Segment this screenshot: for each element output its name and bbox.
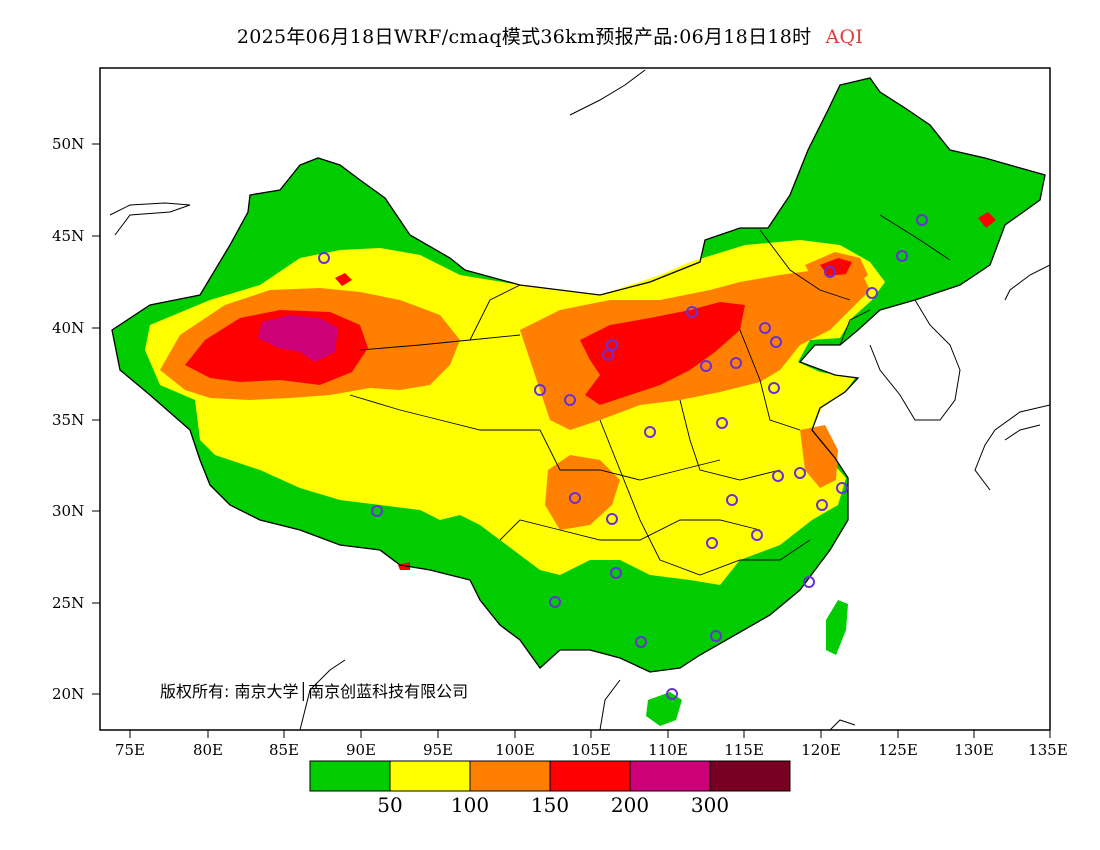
lat-tick-label: 30N (52, 502, 84, 520)
lat-tick-label: 45N (52, 227, 84, 245)
station-marker (534, 384, 546, 396)
colorbar-label: 150 (531, 793, 569, 817)
lat-tick-label: 25N (52, 594, 84, 612)
lat-axis: 50N 45N 40N 35N 30N 25N 20N (52, 135, 100, 703)
colorbar: 50 100 150 200 300 (309, 760, 791, 817)
station-marker (730, 357, 742, 369)
station-marker (726, 494, 738, 506)
station-marker (759, 322, 771, 334)
lat-tick-label: 35N (52, 411, 84, 429)
station-marker (635, 636, 647, 648)
station-marker (706, 537, 718, 549)
lon-tick-label: 100E (495, 741, 535, 759)
colorbar-label: 300 (691, 793, 729, 817)
colorbar-swatch-sensitive (469, 760, 551, 792)
lat-tick-label: 40N (52, 319, 84, 337)
station-marker (824, 266, 836, 278)
aqi-unhealthy-spot-1 (335, 273, 352, 286)
lat-tick-label: 20N (52, 685, 84, 703)
station-marker (700, 360, 712, 372)
station-marker (772, 470, 784, 482)
lon-axis: 75E 80E 85E 90E 95E 100E 105E 110E 115E … (115, 730, 1068, 759)
title-variable: AQI (825, 26, 864, 48)
aqi-very-unhealthy-taklamakan (258, 315, 338, 362)
station-marker (836, 482, 848, 494)
lon-tick-label: 125E (878, 741, 918, 759)
station-marker (686, 306, 698, 318)
lon-tick-label: 90E (346, 741, 376, 759)
station-marker (770, 336, 782, 348)
aqi-sensitive-sichuan (545, 455, 620, 530)
colorbar-swatch-good (309, 760, 391, 792)
coastline-japan (974, 264, 1050, 491)
lon-tick-label: 115E (724, 741, 764, 759)
station-marker (710, 630, 722, 642)
station-marker (569, 492, 581, 504)
aqi-unhealthy-spot-2 (978, 212, 996, 228)
colorbar-swatch-unhealthy (549, 760, 631, 792)
lon-tick-label: 135E (1028, 741, 1068, 759)
colorbar-swatch-moderate (389, 760, 471, 792)
station-marker (549, 596, 561, 608)
station-marker (768, 382, 780, 394)
colorbar-label: 200 (611, 793, 649, 817)
aqi-unhealthy-north (580, 302, 745, 405)
lon-tick-label: 75E (115, 741, 145, 759)
lon-tick-label: 80E (193, 741, 223, 759)
china-border-outline (111, 77, 1046, 673)
coastline-russia-north (109, 69, 646, 236)
lon-tick-label: 110E (648, 741, 688, 759)
station-marker (896, 250, 908, 262)
province-borders (349, 214, 951, 576)
station-marker (644, 426, 656, 438)
station-marker (602, 349, 614, 361)
lon-tick-label: 130E (954, 741, 994, 759)
station-marker (610, 567, 622, 579)
colorbar-label: 50 (377, 793, 402, 817)
station-marker (751, 529, 763, 541)
station-marker (794, 467, 806, 479)
coastline-south (299, 659, 856, 730)
title-main: 2025年06月18日WRF/cmaq模式36km预报产品:06月18日18时 (236, 26, 812, 48)
map-title: 2025年06月18日WRF/cmaq模式36km预报产品:06月18日18时 A… (0, 22, 1100, 49)
station-marker (816, 499, 828, 511)
aqi-unhealthy-ne (820, 258, 852, 276)
lon-tick-label: 105E (571, 741, 611, 759)
station-markers (318, 214, 928, 700)
colorbar-label: 100 (451, 793, 489, 817)
station-marker (318, 252, 330, 264)
station-marker (606, 339, 618, 351)
coastline-korea (869, 299, 961, 421)
station-marker (606, 513, 618, 525)
station-marker (916, 214, 928, 226)
map-layers (109, 69, 1050, 730)
lon-tick-label: 85E (269, 741, 299, 759)
station-marker (716, 417, 728, 429)
lon-tick-label: 95E (423, 741, 453, 759)
lon-tick-label: 120E (801, 741, 841, 759)
aqi-sensitive-east (800, 425, 838, 488)
hainan-good (646, 692, 682, 726)
colorbar-swatch-very-unhealthy (629, 760, 711, 792)
taiwan-good (826, 600, 848, 655)
plot-frame (99, 67, 1051, 731)
lat-tick-label: 50N (52, 135, 84, 153)
colorbar-swatch-hazardous (709, 760, 791, 792)
station-marker (666, 688, 678, 700)
station-marker (371, 505, 383, 517)
station-marker (803, 576, 815, 588)
station-marker (866, 287, 878, 299)
copyright-text: 版权所有: 南京大学│南京创蓝科技有限公司 (160, 681, 468, 701)
station-marker (564, 394, 576, 406)
